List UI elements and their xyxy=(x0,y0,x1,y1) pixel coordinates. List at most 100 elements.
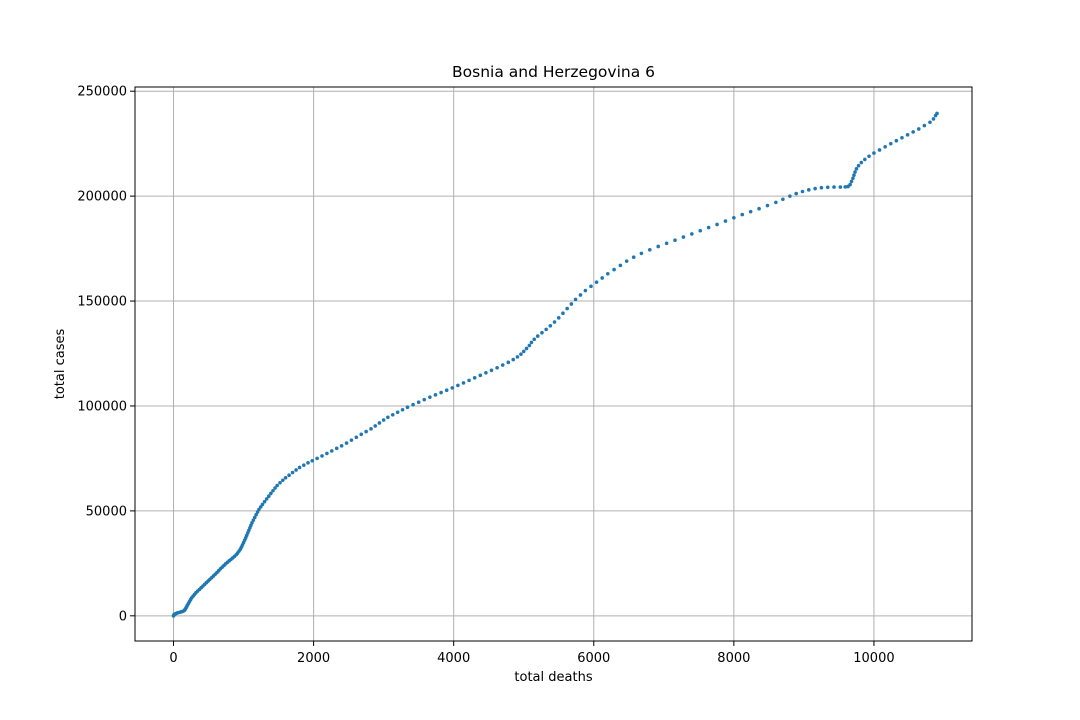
data-point xyxy=(527,343,532,348)
data-point xyxy=(325,451,329,456)
data-point xyxy=(867,154,871,159)
data-point xyxy=(706,225,711,230)
data-point xyxy=(422,397,427,402)
data-point xyxy=(540,330,544,335)
x-axis-label: total deaths xyxy=(514,670,592,685)
data-point xyxy=(935,111,939,116)
data-point xyxy=(556,316,561,320)
data-point xyxy=(511,357,516,362)
data-point xyxy=(364,429,368,434)
data-point xyxy=(524,346,529,351)
data-point xyxy=(928,120,932,125)
data-point xyxy=(532,337,537,342)
data-point xyxy=(315,456,319,461)
data-point xyxy=(900,135,904,140)
data-point xyxy=(283,475,288,480)
data-point xyxy=(589,284,593,289)
data-point xyxy=(838,185,843,189)
data-point xyxy=(495,365,499,370)
data-point xyxy=(673,238,677,242)
data-point xyxy=(433,393,438,397)
data-point xyxy=(561,311,565,316)
data-point xyxy=(863,157,867,162)
data-point xyxy=(765,203,770,208)
data-point xyxy=(264,497,269,501)
data-point xyxy=(843,185,848,189)
data-point xyxy=(624,259,629,263)
data-point xyxy=(877,148,882,152)
data-point xyxy=(740,212,745,217)
data-point xyxy=(484,371,488,375)
data-point xyxy=(515,355,520,359)
data-point xyxy=(257,507,261,512)
y-tick-label: 100000 xyxy=(77,399,127,414)
data-point xyxy=(489,368,494,373)
y-tick-label: 0 xyxy=(119,609,127,624)
data-point xyxy=(405,405,410,410)
data-point xyxy=(416,400,421,404)
data-point xyxy=(600,276,604,280)
y-axis-label: total cases xyxy=(53,329,68,400)
data-point xyxy=(535,334,540,338)
data-point xyxy=(552,320,557,324)
y-tick-label: 50000 xyxy=(86,504,127,519)
data-point xyxy=(519,352,523,356)
data-point xyxy=(260,502,265,507)
data-point xyxy=(664,241,669,246)
data-point xyxy=(521,349,526,354)
data-point xyxy=(472,376,477,380)
data-point xyxy=(344,441,349,445)
y-tick-label: 250000 xyxy=(77,85,127,100)
data-point xyxy=(612,267,616,272)
data-point xyxy=(854,167,859,171)
data-point xyxy=(931,117,936,121)
data-point xyxy=(852,173,856,177)
data-point xyxy=(306,461,310,465)
data-point xyxy=(832,185,836,189)
data-point xyxy=(395,410,400,415)
data-point xyxy=(715,222,719,227)
data-point xyxy=(605,271,610,276)
data-point xyxy=(411,402,415,407)
data-point xyxy=(723,219,728,223)
data-point xyxy=(439,390,443,395)
data-point xyxy=(848,182,852,187)
data-point xyxy=(565,306,569,311)
data-point xyxy=(853,170,857,174)
data-point xyxy=(373,424,378,428)
chart-title: Bosnia and Herzegovina 6 xyxy=(452,63,655,81)
data-point xyxy=(320,454,324,458)
grid-lines xyxy=(135,87,972,641)
data-point xyxy=(330,449,334,453)
x-tick-label: 10000 xyxy=(853,651,894,666)
data-point xyxy=(506,360,511,365)
data-point xyxy=(757,206,761,211)
data-point xyxy=(349,438,354,442)
data-point xyxy=(813,186,817,191)
data-point xyxy=(400,407,405,412)
data-point xyxy=(594,280,599,284)
data-point xyxy=(386,415,390,420)
data-point xyxy=(698,228,703,233)
data-point xyxy=(544,327,548,332)
data-point xyxy=(254,512,258,517)
data-point xyxy=(262,499,267,504)
data-point xyxy=(428,395,432,399)
data-point xyxy=(390,412,395,417)
data-point xyxy=(354,435,359,440)
data-point xyxy=(800,189,805,194)
data-point xyxy=(294,468,298,472)
data-point xyxy=(273,486,277,490)
data-point xyxy=(548,324,553,328)
data-point xyxy=(573,297,578,302)
data-point xyxy=(478,373,483,378)
data-point xyxy=(275,483,279,488)
data-point xyxy=(569,302,574,306)
data-point xyxy=(529,340,534,345)
y-tick-label: 150000 xyxy=(77,295,127,310)
data-point xyxy=(819,185,824,190)
axes-frame xyxy=(134,86,973,642)
data-point xyxy=(788,194,792,198)
